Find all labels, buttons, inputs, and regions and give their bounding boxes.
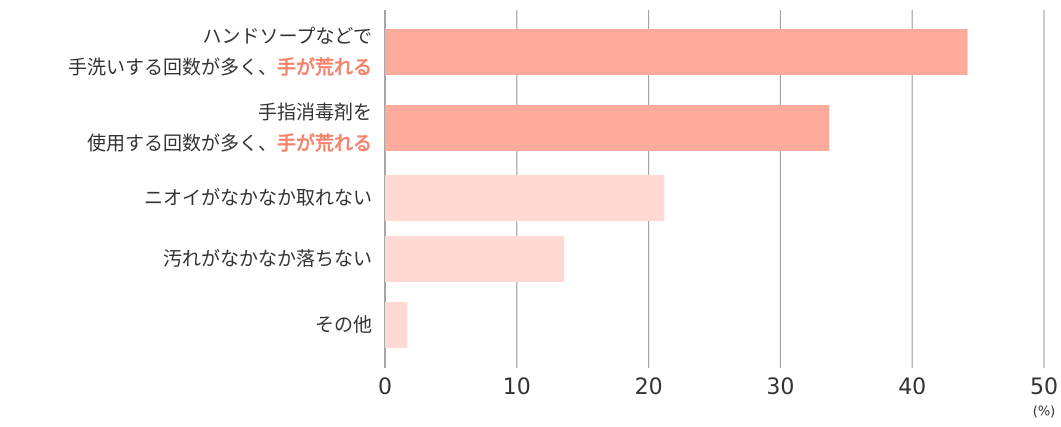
x-tick-label: 0 (378, 375, 392, 400)
highlight-text: 手が荒れる (277, 131, 372, 154)
x-tick-label: 10 (503, 375, 531, 400)
label-text: 手洗いする回数が多く、 (68, 56, 277, 78)
x-tick-label: 50 (1030, 375, 1058, 400)
category-label: 使用する回数が多く、手が荒れる (87, 131, 372, 154)
bar (385, 29, 968, 75)
bar (385, 302, 408, 348)
label-text: 汚れがなかなか落ちない (163, 248, 372, 270)
x-tick-label: 40 (898, 375, 926, 400)
category-label: ハンドソープなどで (203, 25, 372, 47)
label-text: その他 (315, 314, 372, 336)
category-label: 手洗いする回数が多く、手が荒れる (68, 55, 372, 78)
x-unit: (%) (1033, 405, 1056, 420)
label-text: ニオイがなかなか取れない (144, 187, 372, 209)
bar (385, 105, 830, 151)
label-text: ハンドソープなどで (203, 25, 372, 47)
bar (385, 175, 665, 221)
label-text: 手指消毒剤を (258, 101, 372, 123)
label-text: 使用する回数が多く、 (87, 132, 277, 154)
category-label: ニオイがなかなか取れない (144, 187, 372, 209)
x-tick-label: 30 (766, 375, 794, 400)
x-tick-label: 20 (635, 375, 663, 400)
bar (385, 236, 565, 282)
highlight-text: 手が荒れる (277, 55, 372, 78)
category-label: 汚れがなかなか落ちない (163, 248, 372, 270)
category-label: その他 (315, 314, 372, 336)
category-label: 手指消毒剤を (258, 101, 372, 123)
